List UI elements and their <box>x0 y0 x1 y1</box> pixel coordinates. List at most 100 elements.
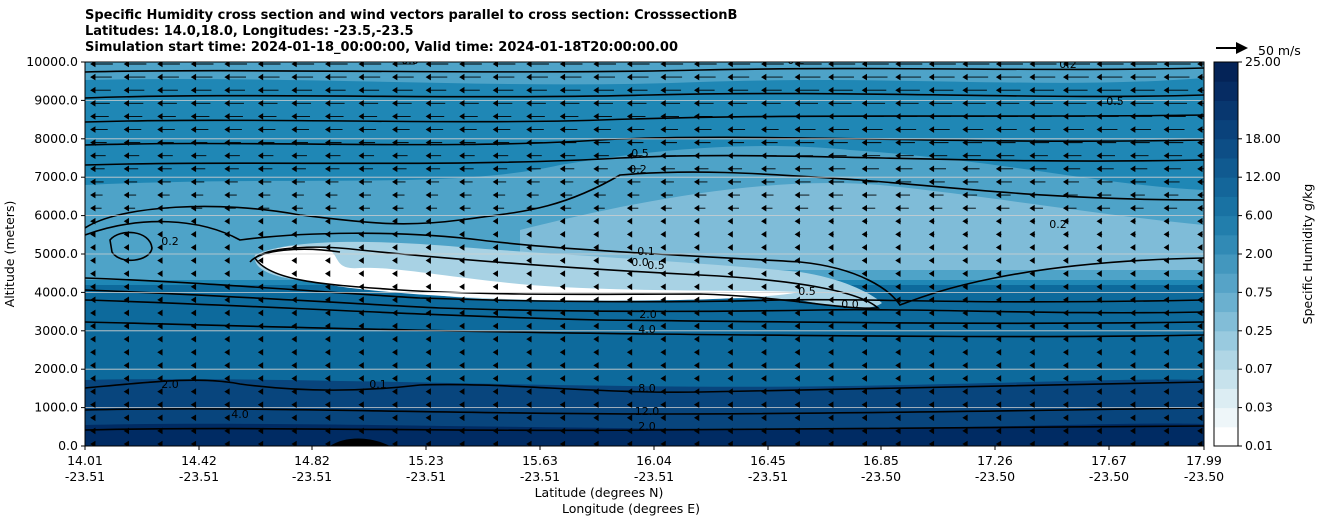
wind-vector <box>1197 99 1204 107</box>
wind-vector <box>1029 204 1043 212</box>
wind-vector <box>526 113 545 120</box>
wind-vector <box>291 231 297 238</box>
wind-vector <box>962 165 980 173</box>
wind-vector <box>526 375 532 382</box>
wind-vector <box>962 414 968 422</box>
wind-vector <box>727 440 733 446</box>
wind-vector <box>257 335 264 343</box>
wind-vector <box>358 427 364 435</box>
x-tick-label-lon: -23.51 <box>179 469 219 484</box>
wind-vector <box>459 348 465 356</box>
wind-vector <box>1163 126 1185 133</box>
wind-vector <box>761 362 767 369</box>
wind-vector <box>693 178 708 186</box>
colorbar-tick-label: 0.75 <box>1245 284 1273 299</box>
wind-vector <box>1130 335 1136 343</box>
chart-title-line-1: Specific Humidity cross section and wind… <box>85 8 738 23</box>
wind-vector <box>1130 86 1155 94</box>
wind-vector <box>90 322 96 330</box>
wind-vector <box>257 178 272 186</box>
x-tick-label-lon: -23.51 <box>406 469 446 484</box>
wind-vector <box>861 217 868 225</box>
wind-vector <box>761 388 767 395</box>
wind-vector <box>224 270 230 277</box>
wind-vector <box>895 309 901 317</box>
wind-vector <box>324 348 331 356</box>
wind-vector <box>425 348 431 356</box>
wind-vector <box>962 231 968 238</box>
wind-vector <box>392 270 398 277</box>
wind-vector <box>459 440 465 446</box>
wind-vector <box>123 113 143 120</box>
wind-vector <box>626 191 640 199</box>
wind-vector <box>90 283 96 291</box>
wind-vector <box>1096 414 1102 422</box>
wind-vector <box>761 348 767 356</box>
colorbar-band <box>1214 234 1238 255</box>
wind-vector <box>995 427 1002 435</box>
wind-vector <box>794 440 800 446</box>
chart-title-line-3: Simulation start time: 2024-01-18_00:00:… <box>85 40 678 55</box>
wind-vector <box>928 362 935 369</box>
wind-vector <box>358 165 374 173</box>
wind-vector <box>425 113 445 120</box>
wind-vector <box>1029 296 1035 304</box>
wind-vector <box>995 191 1011 199</box>
wind-vector <box>358 401 364 409</box>
contour-label: 2.0 <box>638 420 656 433</box>
wind-vector <box>1163 440 1169 446</box>
wind-vector <box>962 257 968 264</box>
wind-vector <box>291 86 313 94</box>
wind-vector <box>224 62 248 68</box>
wind-vector <box>1029 257 1035 264</box>
wind-vector <box>962 375 968 382</box>
wind-vector <box>693 414 700 422</box>
wind-vector <box>90 152 106 160</box>
wind-vector <box>123 362 129 369</box>
wind-vector <box>559 139 577 146</box>
wind-vector <box>123 257 129 264</box>
wind-vector <box>727 165 743 173</box>
wind-vector <box>526 126 544 133</box>
colorbar-band <box>1214 254 1238 274</box>
wind-vector <box>693 401 700 409</box>
wind-vector <box>559 73 582 81</box>
wind-vector <box>1130 309 1136 317</box>
wind-vector <box>693 62 717 68</box>
wind-vector <box>626 427 633 435</box>
wind-vector <box>157 401 163 409</box>
wind-vector <box>962 427 968 435</box>
wind-vector <box>593 309 599 317</box>
chart-title-line-2: Latitudes: 14.0,18.0, Longitudes: -23.5,… <box>85 24 414 39</box>
wind-vector <box>257 191 271 199</box>
wind-vector <box>727 139 745 146</box>
wind-vector <box>392 388 398 395</box>
wind-vector <box>90 440 96 446</box>
wind-vector <box>224 257 230 264</box>
wind-vector <box>157 244 163 251</box>
wind-vector <box>559 335 566 343</box>
wind-vector <box>190 335 197 343</box>
wind-vector <box>626 440 633 446</box>
wind-vector <box>224 73 247 81</box>
wind-vector <box>123 73 146 81</box>
wind-vector <box>90 309 96 317</box>
wind-vector <box>358 139 376 146</box>
wind-vector <box>593 388 599 395</box>
wind-vector <box>861 113 884 120</box>
wind-vector <box>392 335 398 343</box>
wind-vector <box>425 126 444 133</box>
wind-vector <box>559 204 572 212</box>
wind-vector <box>224 99 244 107</box>
wind-vector <box>1029 388 1035 395</box>
wind-vector <box>828 113 851 120</box>
wind-vector <box>190 152 207 160</box>
wind-vector <box>392 178 406 186</box>
wind-vector <box>861 401 867 409</box>
x-tick-label-lat: 14.01 <box>67 453 103 468</box>
wind-vector <box>761 139 778 146</box>
wind-vector <box>190 270 197 277</box>
wind-vector <box>861 362 867 369</box>
wind-vector <box>828 414 834 422</box>
wind-vector <box>928 73 955 81</box>
